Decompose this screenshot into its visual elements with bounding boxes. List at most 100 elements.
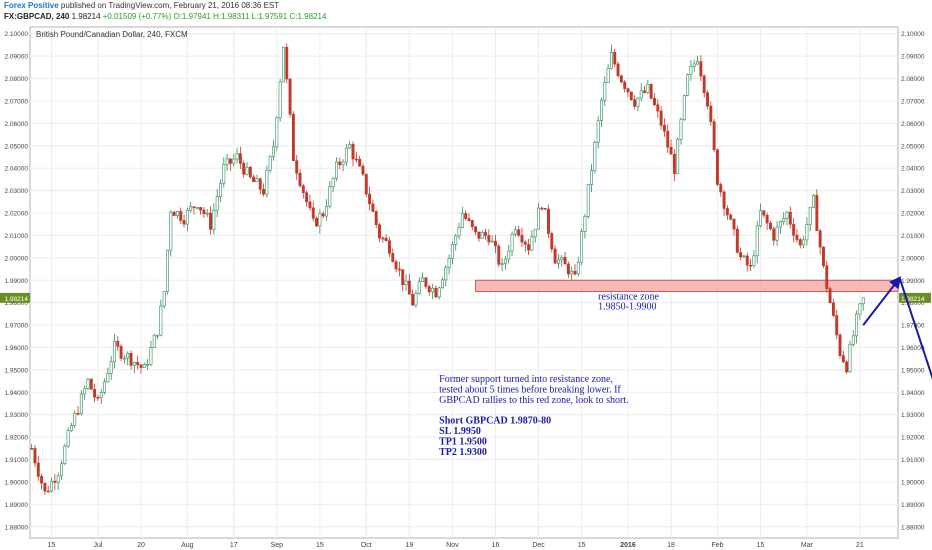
candle-body <box>513 229 517 235</box>
candle-body <box>497 245 501 265</box>
candle-body <box>431 287 434 293</box>
candle-body <box>36 462 40 477</box>
y-tick-label-left: 1.97000 <box>5 323 29 330</box>
candle-body <box>566 263 570 275</box>
candle-body <box>825 265 829 289</box>
candle-body <box>563 257 567 265</box>
candle-body <box>182 220 186 225</box>
candle-body <box>351 144 355 160</box>
candle-body <box>702 75 706 94</box>
candle-body <box>30 448 34 450</box>
candle-body <box>543 207 547 210</box>
x-tick-label: 16 <box>492 542 500 549</box>
candle-body <box>89 378 93 390</box>
candle-body <box>195 207 199 209</box>
last-price-badge-label: 1.98214 <box>901 296 925 303</box>
annotation-line: Former support turned into resistance zo… <box>439 374 613 385</box>
candle-body <box>325 206 328 217</box>
x-tick-label: Aug <box>181 542 194 549</box>
y-tick-label-right: 1.92000 <box>901 435 925 442</box>
candle-body <box>646 83 650 93</box>
y-tick-label-right: 2.10000 <box>901 31 925 38</box>
y-tick-label-left: 1.99000 <box>5 278 29 285</box>
candle-body <box>175 211 179 216</box>
candle-body <box>821 246 825 266</box>
candle-body <box>149 347 153 365</box>
candle-body <box>103 381 107 393</box>
candle-body <box>788 211 792 225</box>
candle-body <box>364 173 368 195</box>
candle-body <box>709 105 713 123</box>
candle-body <box>494 240 497 247</box>
candle-body <box>417 281 421 294</box>
x-tick-label: 2016 <box>620 542 636 549</box>
y-tick-label-left: 2.07000 <box>5 98 29 105</box>
candle-body <box>311 207 315 219</box>
high-value: H:1.98311 <box>213 12 250 21</box>
candle-body <box>580 231 584 263</box>
y-tick-label-left: 2.03000 <box>5 188 29 195</box>
close-value: C:1.98214 <box>289 12 327 21</box>
symbol-label[interactable]: FX:GBPCAD, 240 <box>4 12 70 21</box>
candle-body <box>812 195 815 208</box>
candle-body <box>205 212 209 215</box>
candle-body <box>547 208 550 234</box>
candle-body <box>384 237 388 242</box>
x-tick-label: 15 <box>48 542 56 549</box>
candle-body <box>732 218 736 230</box>
candle-body <box>474 226 478 233</box>
candle-body <box>245 166 249 175</box>
y-tick-label-left: 1.95000 <box>5 367 29 374</box>
candle-body <box>662 125 666 132</box>
candle-body <box>593 141 597 171</box>
candle-body <box>192 206 196 209</box>
candle-body <box>643 90 647 93</box>
candle-body <box>500 263 504 265</box>
last-price-badge-left-label: 1.98214 <box>5 296 29 303</box>
candle-body <box>706 92 709 107</box>
candle-body <box>361 165 365 175</box>
annotation-line: TP1 1.9500 <box>439 437 487 448</box>
trade-arrows <box>862 276 932 380</box>
candle-body <box>666 130 670 148</box>
candle-body <box>855 313 859 337</box>
candle-body <box>841 355 845 363</box>
y-tick-label-left: 2.05000 <box>5 143 29 150</box>
y-tick-label-right: 2.03000 <box>901 188 925 195</box>
candle-body <box>146 364 150 366</box>
candle-body <box>56 475 60 483</box>
y-tick-label-right: 2.05000 <box>901 143 925 150</box>
candle-body <box>460 213 464 228</box>
x-tick-label: 17 <box>230 542 238 549</box>
candle-body <box>215 196 219 211</box>
open-value: O:1.97941 <box>173 12 211 21</box>
candle-body <box>699 61 703 77</box>
candle-body <box>40 476 44 484</box>
y-tick-label-left: 2.06000 <box>5 121 29 128</box>
candle-body <box>315 217 319 227</box>
candle-body <box>424 277 428 287</box>
candle-body <box>308 201 312 209</box>
x-tick-label: 15 <box>316 542 324 549</box>
candle-body <box>368 193 372 205</box>
candle-body <box>159 305 163 336</box>
candle-body <box>202 209 206 215</box>
candle-body <box>46 490 50 493</box>
candle-body <box>792 223 796 236</box>
candle-body <box>401 269 405 286</box>
x-tick-label: 19 <box>405 542 413 549</box>
candle-body <box>629 91 633 101</box>
candle-body <box>659 110 663 126</box>
x-tick-label: Sep <box>271 542 284 549</box>
author-link[interactable]: Forex Positive <box>4 1 59 10</box>
candle-body <box>745 255 749 266</box>
candle-body <box>295 160 299 174</box>
candle-body <box>265 169 269 195</box>
y-tick-label-left: 1.96000 <box>5 345 29 352</box>
candle-body <box>464 213 468 219</box>
candle-body <box>421 277 425 282</box>
candle-body <box>752 255 756 266</box>
candle-body <box>404 280 408 286</box>
candle-body <box>636 97 640 107</box>
